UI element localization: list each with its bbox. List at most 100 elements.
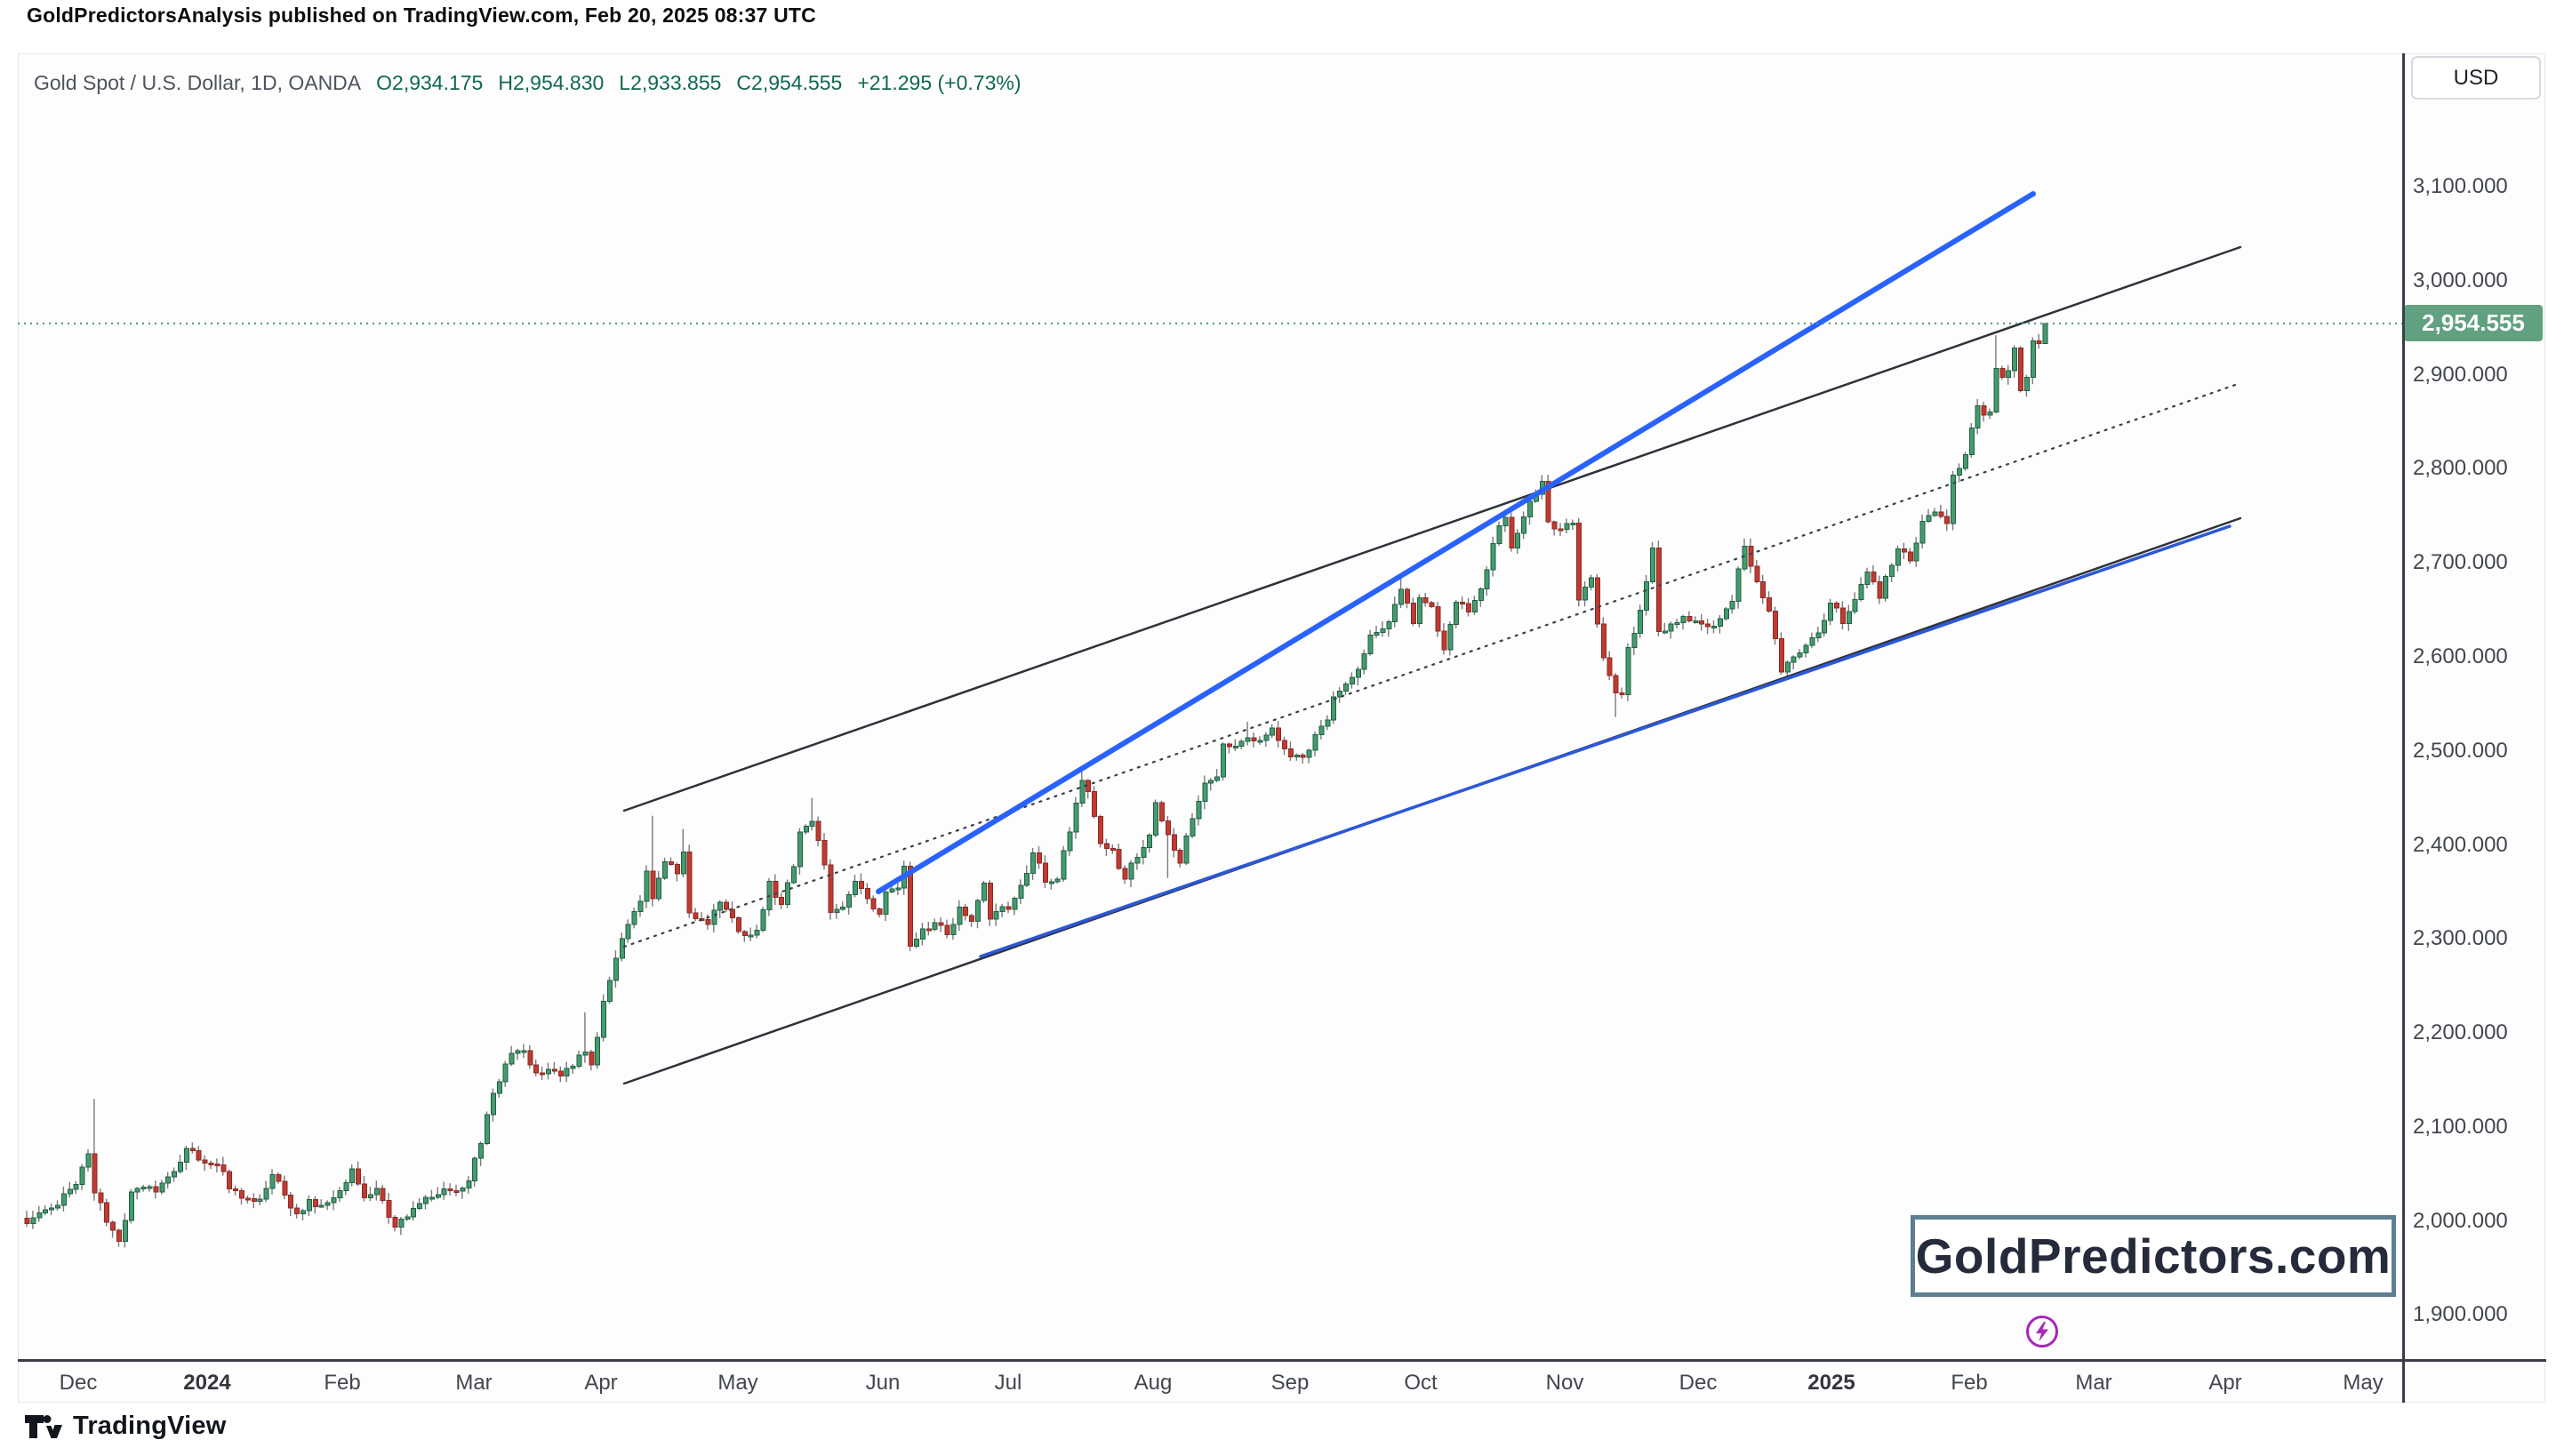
candle	[423, 1196, 429, 1204]
candle	[540, 1072, 546, 1076]
candle	[153, 1186, 159, 1193]
ohlc-close: C2,954.555	[736, 71, 843, 94]
candle	[269, 1174, 276, 1189]
candle	[834, 908, 840, 914]
price-tick-label: 2,900.000	[2413, 362, 2508, 387]
candle	[36, 1212, 43, 1219]
candle	[669, 860, 674, 865]
candle	[1054, 878, 1061, 883]
candle	[1748, 546, 1754, 567]
candle	[1300, 755, 1306, 758]
candle	[1484, 569, 1490, 589]
trendline-blue-thick[interactable]	[876, 191, 2036, 894]
candle	[300, 1210, 306, 1214]
time-tick-month: Dec	[59, 1371, 98, 1395]
candle	[724, 901, 730, 910]
candle	[1687, 615, 1693, 622]
candle	[1312, 734, 1318, 751]
candle	[398, 1218, 405, 1228]
candle	[944, 924, 950, 936]
tradingview-logo[interactable]: TradingView	[25, 1412, 227, 1441]
candle	[551, 1068, 557, 1072]
candle	[1410, 603, 1416, 624]
candle	[460, 1188, 466, 1192]
candle	[1416, 596, 1422, 624]
candle	[1655, 548, 1662, 632]
candle	[1760, 580, 1767, 598]
candle	[43, 1209, 49, 1213]
candle	[1012, 897, 1018, 910]
candle	[1723, 608, 1729, 620]
price-tick-label: 2,700.000	[2413, 550, 2508, 575]
candle	[779, 897, 785, 906]
candle	[1711, 625, 1717, 628]
candle	[1177, 849, 1183, 864]
candle	[2042, 323, 2048, 345]
candle-bodies	[24, 323, 2048, 1243]
candle	[1037, 852, 1042, 864]
candle	[693, 912, 699, 920]
candle	[472, 1157, 478, 1181]
candle	[809, 820, 815, 827]
candle	[1202, 782, 1208, 803]
candle	[773, 881, 779, 899]
candle	[1674, 621, 1680, 625]
candle	[288, 1194, 294, 1209]
candle	[435, 1194, 441, 1198]
chart-legend[interactable]: Gold Spot / U.S. Dollar, 1D, OANDA O2,93…	[34, 71, 1022, 95]
candle	[1276, 727, 1282, 741]
candle	[1447, 624, 1454, 651]
candle	[1141, 847, 1147, 858]
time-axis[interactable]: Dec 2024 Feb Mar Apr May Jun Jul Aug Sep Oct Nov Dec…	[18, 1362, 2402, 1403]
candle	[1767, 596, 1773, 612]
candle	[853, 880, 858, 896]
candle	[1889, 564, 1895, 577]
candle	[1398, 588, 1405, 605]
price-tick-label: 2,400.000	[2413, 832, 2508, 857]
candle	[1987, 411, 1993, 416]
lightning-icon[interactable]	[2024, 1314, 2060, 1349]
candle	[1245, 737, 1251, 742]
plot-area[interactable]	[18, 53, 2402, 1361]
candle	[527, 1050, 533, 1066]
candle	[969, 915, 975, 923]
candle	[509, 1052, 515, 1065]
candle	[1834, 603, 1839, 609]
time-tick-month: Nov	[1545, 1371, 1584, 1395]
candle	[490, 1092, 496, 1116]
candle	[1968, 427, 1975, 455]
candle	[1582, 586, 1589, 601]
candle	[533, 1064, 540, 1074]
price-axis[interactable]: 3,100.000 3,000.000 2,900.000 2,800.000 2,70…	[2406, 53, 2546, 1361]
candle	[870, 898, 877, 910]
candle	[1944, 516, 1951, 524]
candle	[1901, 548, 1907, 553]
price-tick-label: 2,300.000	[2413, 926, 2508, 951]
candle	[1392, 604, 1398, 622]
candle	[2030, 340, 2036, 378]
candle	[840, 907, 846, 910]
candle	[730, 908, 735, 918]
candle	[1196, 801, 1202, 820]
candle	[294, 1207, 300, 1214]
candle	[140, 1187, 147, 1190]
candle	[1380, 628, 1386, 633]
candle	[214, 1164, 220, 1167]
trendline-blue-thin[interactable]	[979, 524, 2231, 958]
candle	[312, 1199, 318, 1207]
candle	[662, 860, 669, 879]
channel-median-line[interactable]	[622, 382, 2239, 948]
candle	[79, 1166, 85, 1186]
candle-wicks	[26, 323, 2046, 1248]
candle	[1932, 511, 1938, 516]
candle	[92, 1153, 98, 1194]
page-title: GoldPredictorsAnalysis published on Trad…	[27, 4, 816, 27]
channel-upper-line[interactable]	[622, 245, 2242, 812]
candle	[478, 1142, 485, 1159]
candle	[1030, 852, 1037, 874]
candle	[625, 924, 631, 940]
currency-button[interactable]: USD	[2411, 56, 2541, 100]
candle	[276, 1174, 282, 1182]
price-axis-separator[interactable]	[2402, 53, 2405, 1403]
candle	[908, 866, 914, 947]
